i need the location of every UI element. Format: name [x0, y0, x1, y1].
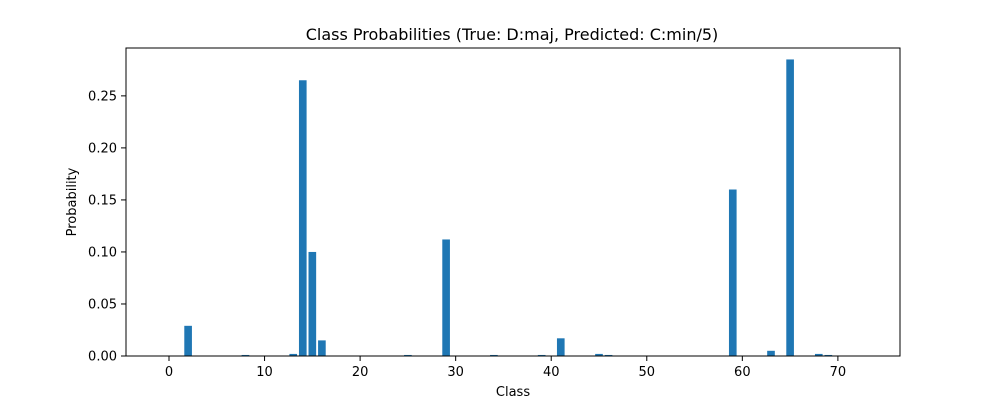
bar-class-25	[404, 354, 412, 356]
bars-group	[184, 59, 833, 356]
bar-class-68	[814, 353, 823, 356]
bar-class-29	[442, 239, 450, 356]
y-tick-label: 0.15	[88, 193, 117, 208]
y-tick-label: 0.25	[88, 89, 117, 104]
bar-class-13	[289, 353, 298, 356]
bar-class-45	[595, 353, 603, 356]
bar-class-15	[308, 251, 317, 356]
x-tick-label: 10	[256, 365, 273, 380]
bar-class-34	[490, 354, 498, 356]
x-axis-ticks: 0 10 20 30 40 50 60 70	[165, 356, 846, 380]
bar-class-46	[604, 354, 613, 356]
plot-frame	[125, 47, 901, 357]
x-axis-label: Class	[496, 385, 530, 400]
bar-class-39	[537, 354, 546, 356]
bar-class-65	[786, 59, 794, 356]
x-tick-label: 70	[830, 365, 847, 380]
x-tick-label: 60	[734, 365, 751, 380]
bar-class-8	[241, 354, 250, 356]
x-tick-label: 50	[639, 365, 656, 380]
bar-class-2	[184, 325, 192, 356]
y-tick-label: 0.05	[88, 297, 117, 312]
x-tick-label: 30	[447, 365, 464, 380]
x-tick-label: 40	[543, 365, 560, 380]
y-axis-label: Probability	[65, 167, 80, 236]
bar-class-69	[824, 354, 833, 356]
x-tick-label: 20	[352, 365, 369, 380]
y-tick-label: 0.10	[88, 245, 117, 260]
y-tick-label: 0.20	[88, 141, 117, 156]
y-axis-ticks: 0.00 0.05 0.10 0.15 0.20 0.25	[88, 89, 126, 365]
bar-class-41	[556, 338, 565, 356]
y-tick-label: 0.00	[88, 350, 117, 365]
bar-class-59	[728, 189, 737, 356]
bar-class-63	[767, 350, 775, 356]
bar-class-14	[298, 80, 307, 356]
bar-class-16	[318, 340, 326, 356]
chart-title: Class Probabilities (True: D:maj, Predic…	[306, 25, 719, 44]
x-tick-label: 0	[165, 365, 173, 380]
